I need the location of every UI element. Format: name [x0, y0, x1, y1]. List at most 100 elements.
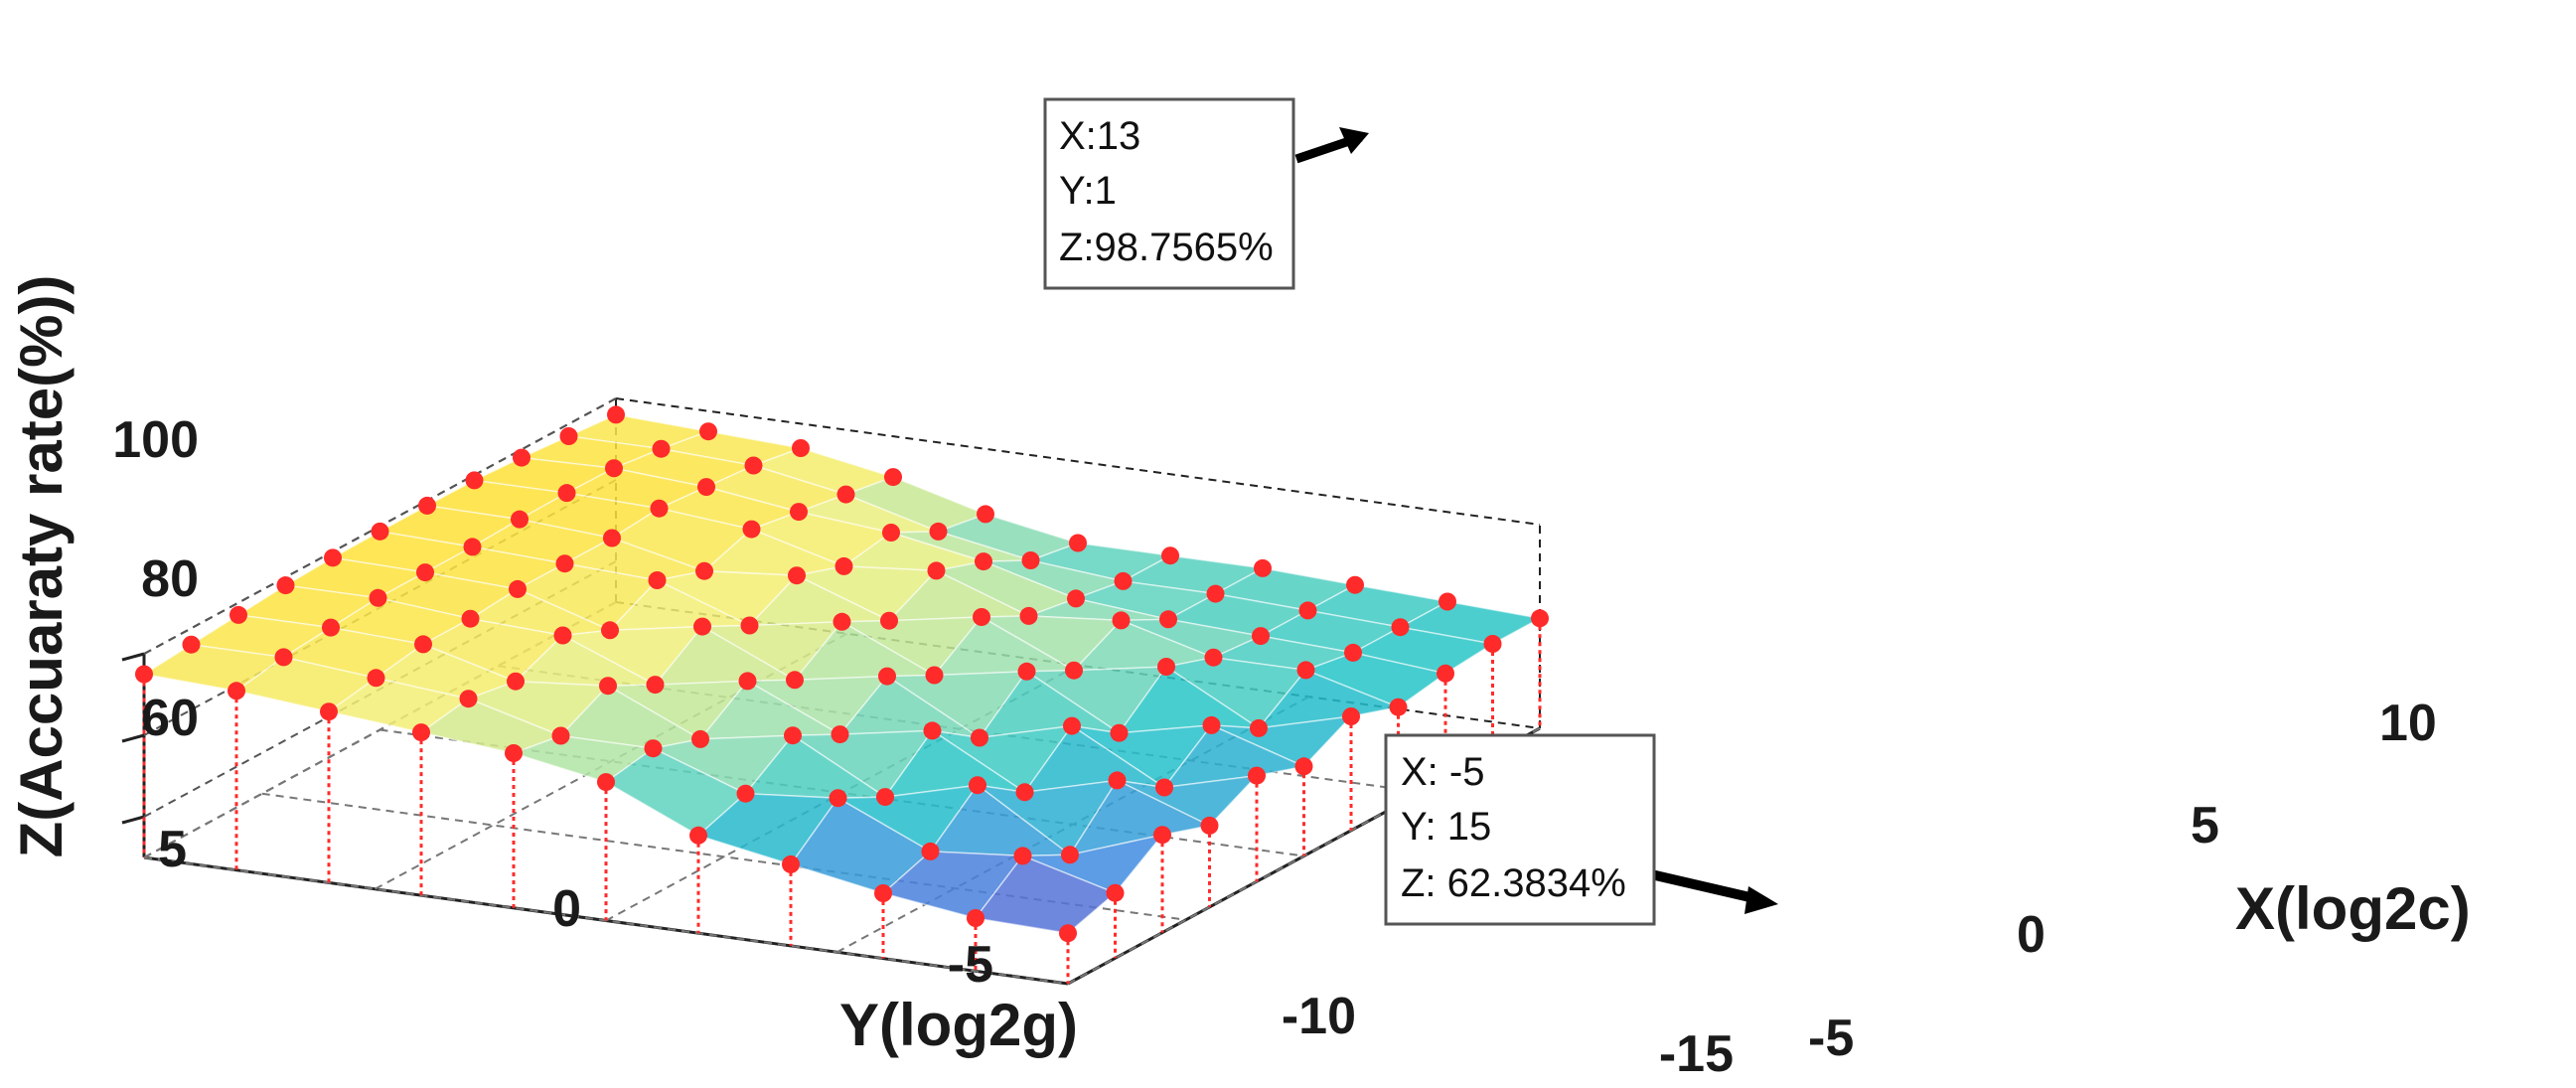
datatip-arrowhead — [1744, 886, 1778, 914]
data-marker — [652, 439, 671, 458]
data-marker — [507, 672, 525, 691]
data-marker — [1114, 571, 1133, 590]
data-marker — [882, 524, 900, 542]
data-marker — [182, 635, 201, 654]
data-marker — [511, 510, 529, 529]
data-marker — [1106, 883, 1125, 902]
x-tick-label: 10 — [2379, 695, 2437, 752]
data-marker — [923, 721, 942, 740]
data-marker — [927, 561, 946, 580]
y-tick-label: -5 — [948, 936, 993, 994]
data-marker — [1252, 627, 1270, 646]
z-tick-label: 60 — [141, 690, 199, 747]
datatip-z: Z: 62.3834% — [1401, 861, 1626, 905]
data-marker — [509, 579, 527, 598]
data-marker — [322, 618, 340, 637]
z-tick-label: 100 — [112, 411, 199, 469]
data-marker — [695, 561, 713, 580]
data-marker — [1298, 601, 1317, 620]
data-marker — [463, 538, 482, 556]
z-axis-label: Z(Accuaraty rate(%)) — [8, 275, 75, 858]
data-marker — [1439, 592, 1456, 611]
y-tick-label: 5 — [158, 821, 187, 878]
data-marker — [1437, 664, 1454, 683]
data-marker — [1206, 584, 1225, 603]
z-axis-ticks: 100 80 60 — [112, 411, 199, 747]
x-axis-label: X(log2c) — [2235, 875, 2471, 942]
data-marker — [1200, 816, 1219, 835]
data-marker — [1296, 661, 1315, 680]
data-marker — [1531, 609, 1549, 628]
data-marker — [740, 616, 759, 635]
data-marker — [1063, 716, 1081, 735]
datatip-min: X: -5 Y: 15 Z: 62.3834% — [1384, 733, 1778, 926]
data-marker — [1021, 551, 1040, 569]
data-marker — [276, 576, 295, 595]
data-marker — [597, 773, 615, 792]
data-marker — [555, 554, 574, 573]
data-marker — [829, 789, 847, 808]
data-marker — [1015, 783, 1034, 802]
data-marker — [648, 571, 667, 589]
data-marker — [646, 676, 665, 695]
data-marker — [1112, 611, 1131, 630]
data-marker — [1202, 715, 1221, 734]
datatip-arrow — [1649, 869, 1760, 904]
surface-mesh — [141, 413, 1543, 935]
data-marker — [1483, 635, 1502, 653]
data-marker — [977, 505, 994, 524]
data-marker — [557, 484, 576, 503]
data-marker — [603, 529, 621, 547]
stem-lines — [142, 618, 1542, 984]
data-marker — [691, 729, 709, 748]
data-marker — [1061, 846, 1079, 864]
x-axis-ticks: -5 0 5 10 — [1808, 695, 2437, 1067]
data-marker — [971, 728, 988, 747]
data-marker — [601, 621, 619, 640]
top-back-edge — [615, 397, 1541, 526]
data-marker — [412, 723, 430, 742]
y-axis-ticks: 5 0 -5 -10 -15 — [158, 821, 1734, 1083]
data-marker — [880, 611, 898, 630]
y-tick-label: -10 — [1282, 988, 1356, 1045]
x-tick-label: -5 — [1808, 1010, 1854, 1067]
data-marker — [229, 605, 247, 624]
data-marker — [693, 617, 711, 636]
data-marker — [1013, 847, 1032, 865]
data-marker — [414, 635, 432, 654]
data-markers — [135, 405, 1549, 943]
datatip-x: X:13 — [1059, 114, 1140, 158]
data-marker — [274, 648, 293, 667]
data-marker — [929, 522, 948, 541]
data-marker — [1017, 662, 1036, 681]
data-marker — [416, 563, 434, 582]
data-marker — [1067, 589, 1085, 608]
data-marker — [551, 726, 570, 745]
data-marker — [967, 909, 985, 927]
data-marker — [884, 468, 902, 487]
data-marker — [465, 471, 484, 490]
floor-grid-line — [261, 792, 1186, 921]
data-marker — [320, 702, 338, 721]
data-marker — [874, 884, 892, 902]
data-marker — [831, 725, 849, 744]
data-marker — [1389, 698, 1408, 716]
data-marker — [505, 744, 523, 762]
data-marker — [1346, 575, 1364, 594]
data-marker — [1250, 718, 1268, 737]
data-marker — [367, 669, 385, 688]
data-marker — [876, 788, 894, 807]
data-marker — [736, 784, 755, 803]
data-marker — [513, 448, 530, 467]
data-marker — [699, 422, 717, 441]
data-marker — [742, 520, 761, 539]
y-tick-label: 0 — [552, 880, 581, 938]
data-marker — [1254, 558, 1272, 577]
y-axis-label: Y(log2g) — [839, 992, 1078, 1058]
datatip-box — [1384, 733, 1656, 926]
x-tick-label: 5 — [2191, 797, 2219, 855]
datatip-y: Y:1 — [1059, 169, 1117, 213]
data-marker — [559, 427, 578, 445]
data-marker — [925, 666, 944, 685]
data-marker — [833, 612, 851, 631]
